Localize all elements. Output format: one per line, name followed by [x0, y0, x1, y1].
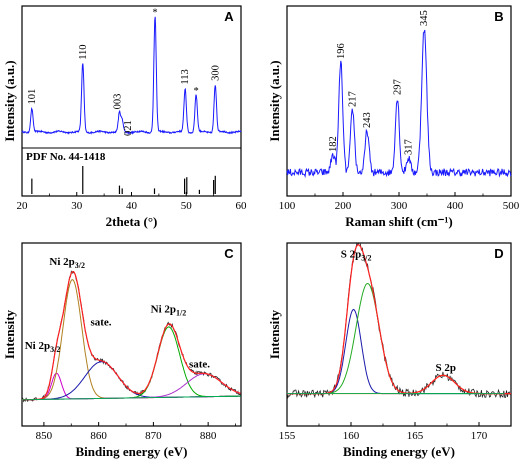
- x-tick-label: 300: [391, 200, 408, 212]
- panel-letter: C: [224, 246, 234, 261]
- y-axis-label: Intensity: [267, 309, 282, 359]
- peak-label: 243: [362, 112, 373, 128]
- x-tick-label: 40: [126, 200, 138, 212]
- x-axis-label: Binding energy (eV): [343, 444, 455, 459]
- x-tick-label: 880: [200, 430, 217, 442]
- raman-spectrum-line: [286, 29, 512, 179]
- peak-label: 182: [328, 136, 339, 152]
- x-tick-label: 200: [335, 200, 352, 212]
- y-axis-label: Intensity (a.u.): [267, 60, 282, 141]
- x-tick-label: 160: [343, 430, 360, 442]
- peak-annotation: S 2p3/2: [341, 249, 372, 263]
- chart-panel-a: 20 30 40 50 60 2theta (°) Intensity (a.u.) A 101…: [2, 5, 248, 229]
- plot-frame: [286, 242, 512, 427]
- chart-panel-c: 850 860 870 880 Binding energy (eV) Intensity…: [2, 242, 242, 459]
- x-tick-label: 870: [145, 430, 162, 442]
- annotation-subscript: 3/2: [50, 345, 60, 354]
- annotation-subscript: 3/2: [75, 261, 85, 270]
- plot-frame: [286, 5, 512, 197]
- annotation-text: Ni 2p: [151, 304, 176, 316]
- peak-label: *: [193, 86, 198, 97]
- y-axis-label: Intensity (a.u.): [2, 60, 17, 141]
- x-tick-label: 165: [407, 430, 424, 442]
- xrd-pattern-line: [21, 16, 242, 135]
- peak-annotation: S 2p: [435, 362, 456, 374]
- plot-frame: [21, 242, 242, 427]
- peak-label: 110: [78, 44, 89, 59]
- annotation-text: sate.: [90, 316, 111, 328]
- chart-panel-d: 155 160 165 170 Binding energy (eV) Intensity…: [267, 241, 512, 459]
- peak-label: 113: [180, 69, 191, 84]
- fit-component-line: [287, 308, 511, 395]
- annotation-text: Ni 2p: [49, 256, 74, 268]
- x-axis-label: Raman shift (cm⁻¹): [345, 214, 453, 229]
- peak-label: 196: [336, 43, 347, 59]
- annotation-subscript: 3/2: [361, 254, 371, 263]
- chart-panel-b: 100 200 300 400 500 Raman shift (cm⁻¹) Intensi…: [267, 5, 520, 229]
- x-tick-label: 50: [181, 200, 193, 212]
- raw-spectrum-line: [21, 270, 241, 403]
- peak-label: 003: [112, 94, 123, 110]
- annotation-text: sate.: [189, 358, 210, 370]
- background-line: [21, 395, 242, 401]
- plot-frame: [21, 5, 242, 197]
- peak-annotation: Ni 2p1/2: [151, 304, 187, 318]
- annotation-text: S 2p: [341, 249, 362, 261]
- x-tick-label: 500: [503, 200, 520, 212]
- x-tick-label: 60: [236, 200, 248, 212]
- panel-letter: D: [494, 246, 503, 261]
- peak-annotation: sate.: [90, 316, 111, 328]
- peak-label: 300: [210, 65, 221, 81]
- fit-envelope-line: [21, 270, 241, 401]
- x-tick-label: 850: [36, 430, 53, 442]
- peak-annotation: Ni 2p3/2: [25, 340, 61, 354]
- fit-envelope-line: [287, 244, 511, 395]
- peak-label: 021: [123, 120, 134, 136]
- peak-annotation: Ni 2p3/2: [49, 256, 85, 270]
- x-tick-label: 860: [90, 430, 107, 442]
- x-tick-label: 20: [17, 200, 29, 212]
- annotation-text: Ni 2p: [25, 340, 50, 352]
- peak-annotation: sate.: [189, 358, 210, 370]
- panel-letter: A: [224, 9, 234, 24]
- x-tick-label: 30: [71, 200, 83, 212]
- peak-label: *: [152, 8, 157, 19]
- peak-label: 101: [27, 89, 38, 105]
- x-tick-label: 100: [279, 200, 296, 212]
- x-axis-label: 2theta (°): [106, 214, 158, 229]
- peak-label: 317: [404, 139, 415, 155]
- annotation-subscript: 1/2: [176, 309, 186, 318]
- fit-component-line: [21, 279, 241, 401]
- peak-label: 345: [419, 10, 430, 26]
- x-tick-label: 170: [471, 430, 488, 442]
- annotation-text: S 2p: [435, 362, 456, 374]
- y-axis-label: Intensity: [2, 309, 17, 359]
- raw-spectrum-line: [286, 241, 512, 399]
- x-tick-label: 400: [447, 200, 464, 212]
- x-tick-label: 155: [279, 430, 296, 442]
- peak-label: 217: [348, 91, 359, 107]
- fit-component-line: [287, 282, 511, 395]
- peak-label: 297: [392, 79, 403, 95]
- reference-card-label: PDF No. 44-1418: [26, 151, 106, 163]
- panel-letter: B: [494, 9, 503, 24]
- x-axis-label: Binding energy (eV): [76, 444, 188, 459]
